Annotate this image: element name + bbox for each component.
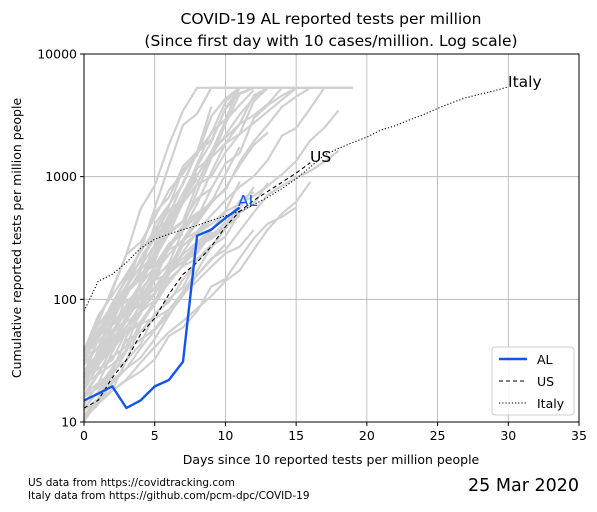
highlighted-series-lines <box>83 86 509 410</box>
legend-box <box>491 346 575 416</box>
footer-source-us: US data from https://covidtracking.com <box>28 477 235 489</box>
grid <box>84 54 579 422</box>
y-tick-label: 10000 <box>37 47 77 62</box>
background-series-line <box>83 86 268 351</box>
background-series-line <box>83 244 213 417</box>
background-series-line <box>83 209 241 355</box>
legend-label-al: AL <box>537 352 553 367</box>
background-state-lines <box>82 86 353 422</box>
inline-label-al: AL <box>238 192 258 210</box>
plot-frame <box>83 53 580 423</box>
x-tick-label: 35 <box>571 428 587 443</box>
y-axis-label: Cumulative reported tests per million pe… <box>9 98 24 379</box>
y-axis-ticks: 10 100 1000 10000 <box>37 47 84 430</box>
x-tick-label: 0 <box>80 428 88 443</box>
chart-subtitle: (Since first day with 10 cases/million. … <box>144 32 517 50</box>
footer-sources: US data from https://covidtracking.com I… <box>28 477 310 503</box>
x-axis-ticks: 0 5 10 15 20 25 30 35 <box>80 422 587 443</box>
inline-label-italy: Italy <box>508 73 542 91</box>
legend: AL US Italy <box>491 346 575 416</box>
background-series-line <box>83 86 339 353</box>
y-tick-label: 10 <box>61 415 77 430</box>
legend-label-us: US <box>537 374 554 389</box>
x-tick-label: 30 <box>500 428 516 443</box>
background-series-line <box>83 182 269 419</box>
x-tick-label: 15 <box>288 428 304 443</box>
inline-label-us: US <box>310 148 331 166</box>
series-line-al <box>83 206 241 410</box>
series-line-us <box>83 162 311 409</box>
background-series-line <box>83 206 297 412</box>
x-tick-label: 20 <box>359 428 375 443</box>
y-tick-label: 100 <box>53 292 77 307</box>
background-series-line <box>82 187 212 389</box>
chart-title: COVID-19 AL reported tests per million <box>181 10 482 28</box>
x-tick-label: 10 <box>217 428 233 443</box>
background-series-line <box>83 190 255 417</box>
x-tick-label: 5 <box>151 428 159 443</box>
x-tick-label: 25 <box>430 428 446 443</box>
footer-source-italy: Italy data from https://github.com/pcm-d… <box>28 490 310 502</box>
y-tick-label: 1000 <box>45 169 77 184</box>
footer-date: 25 Mar 2020 <box>468 476 579 496</box>
background-series-line <box>83 86 353 396</box>
x-axis-label: Days since 10 reported tests per million… <box>183 452 480 467</box>
background-series-line <box>83 86 311 398</box>
legend-label-italy: Italy <box>537 396 565 411</box>
